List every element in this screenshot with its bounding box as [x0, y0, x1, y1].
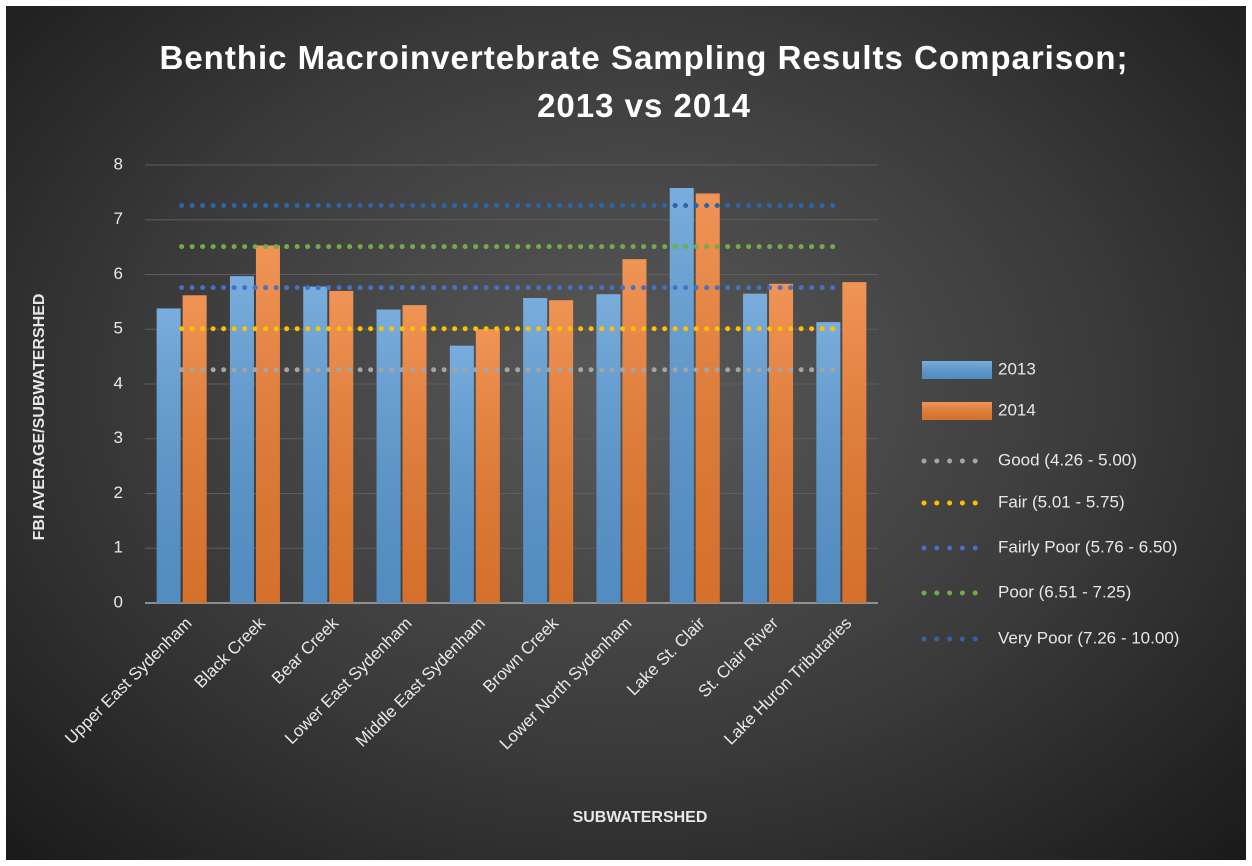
bar-shade [523, 298, 548, 603]
x-tick-label: Lower North Sydenham [496, 614, 636, 754]
bar-shade [669, 187, 694, 603]
legend-label: Fairly Poor (5.76 - 6.50) [998, 537, 1178, 556]
x-axis-title: SUBWATERSHED [573, 809, 708, 826]
x-tick-label: Brown Creek [479, 613, 562, 696]
y-tick-label: 6 [114, 264, 123, 283]
bar-shade [255, 245, 280, 604]
bar-shade [695, 193, 720, 603]
x-tick-label: Black Creek [191, 613, 270, 692]
bar-shade [842, 282, 867, 603]
legend-label: 2014 [998, 400, 1036, 419]
bar-shade [182, 295, 207, 603]
chart-title: Benthic Macroinvertebrate Sampling Resul… [159, 39, 1129, 124]
y-tick-label: 8 [114, 154, 123, 173]
x-tick-label: Bear Creek [268, 613, 343, 688]
y-tick-label: 3 [114, 428, 123, 447]
bar-shade [329, 290, 354, 603]
legend-label: 2013 [998, 359, 1036, 378]
x-tick-label: Upper East Sydenham [61, 614, 195, 748]
bar-shade [475, 329, 500, 603]
legend-swatch-shade [922, 402, 992, 420]
bar-shade [303, 286, 328, 603]
bar-shade [156, 308, 181, 603]
y-tick-label: 2 [114, 483, 123, 502]
bar-shade [229, 276, 254, 603]
x-tick-label: Middle East Sydenham [352, 614, 489, 751]
bar-shade [596, 294, 621, 603]
bar-shade [743, 293, 768, 603]
bar-shade [816, 322, 841, 603]
legend-label: Good (4.26 - 5.00) [998, 450, 1137, 469]
bar-shade [402, 305, 427, 603]
legend-label: Fair (5.01 - 5.75) [998, 492, 1125, 511]
y-tick-label: 5 [114, 319, 123, 338]
y-tick-label: 1 [114, 538, 123, 557]
bar-shade [449, 345, 474, 603]
legend-label: Poor (6.51 - 7.25) [998, 582, 1131, 601]
legend-label: Very Poor (7.26 - 10.00) [998, 628, 1179, 647]
y-tick-label: 0 [114, 592, 123, 611]
bar-shade [622, 259, 647, 603]
y-tick-label: 7 [114, 209, 123, 228]
y-axis-title: FBI AVERAGE/SUBWATERSHED [31, 294, 48, 541]
y-tick-label: 4 [114, 373, 123, 392]
bar-shade [376, 309, 401, 603]
x-tick-label: Lake Huron Tributaries [720, 614, 855, 749]
bar-shade [549, 300, 574, 603]
x-tick-label: Lower East Sydenham [281, 614, 415, 748]
bar-shade [769, 283, 794, 603]
legend-swatch-shade [922, 361, 992, 379]
